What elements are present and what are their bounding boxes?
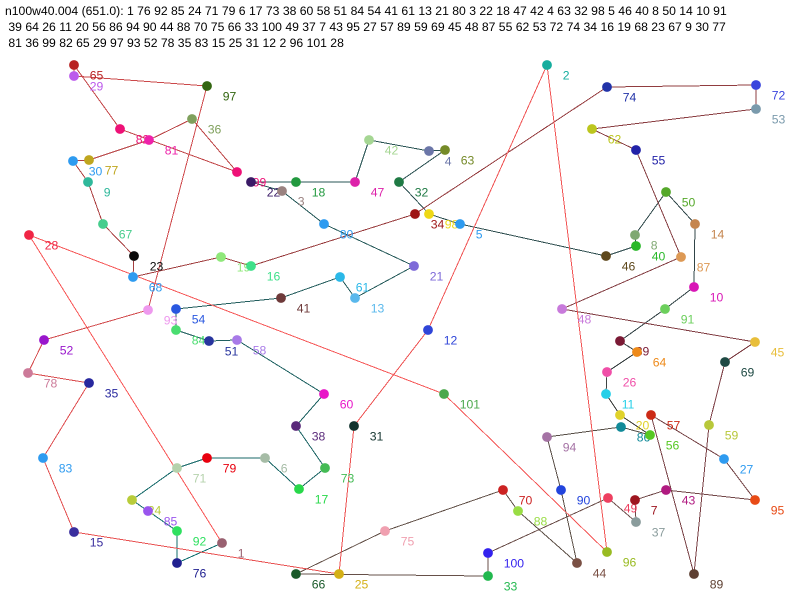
- svg-text:87: 87: [697, 261, 711, 275]
- svg-text:41: 41: [297, 302, 311, 316]
- svg-text:2: 2: [563, 69, 570, 83]
- svg-text:101: 101: [460, 398, 481, 412]
- svg-text:39 64 26 11 20 56 86 94 90 44: 39 64 26 11 20 56 86 94 90 44 88 70 75 6…: [5, 20, 726, 34]
- svg-text:16: 16: [267, 270, 281, 284]
- svg-text:64: 64: [653, 356, 667, 370]
- svg-text:9: 9: [104, 186, 111, 200]
- svg-text:71: 71: [193, 472, 207, 486]
- svg-text:12: 12: [444, 334, 458, 348]
- svg-text:85: 85: [164, 515, 178, 529]
- svg-text:93: 93: [164, 314, 178, 328]
- svg-text:73: 73: [341, 472, 355, 486]
- svg-text:91: 91: [681, 313, 695, 327]
- svg-text:100: 100: [504, 557, 525, 571]
- svg-text:35: 35: [105, 387, 119, 401]
- svg-text:32: 32: [415, 186, 429, 200]
- svg-text:n100w40.004 (651.0): 1 76 92 8: n100w40.004 (651.0): 1 76 92 85 24 71 79…: [5, 4, 727, 18]
- svg-text:7: 7: [651, 504, 658, 518]
- svg-text:62: 62: [608, 133, 622, 147]
- svg-text:36: 36: [208, 123, 222, 137]
- svg-text:59: 59: [725, 429, 739, 443]
- svg-text:97: 97: [223, 90, 237, 104]
- svg-text:4: 4: [445, 155, 452, 169]
- svg-text:99: 99: [253, 176, 267, 190]
- svg-text:81: 81: [165, 144, 179, 158]
- svg-text:6: 6: [281, 462, 288, 476]
- svg-text:37: 37: [652, 526, 666, 540]
- svg-text:96: 96: [623, 556, 637, 570]
- svg-text:51: 51: [225, 345, 239, 359]
- svg-text:10: 10: [710, 291, 724, 305]
- svg-text:48: 48: [578, 313, 592, 327]
- svg-text:31: 31: [370, 430, 384, 444]
- svg-text:14: 14: [711, 228, 725, 242]
- svg-text:27: 27: [740, 463, 754, 477]
- svg-text:98: 98: [445, 218, 459, 232]
- svg-text:83: 83: [59, 462, 73, 476]
- svg-text:57: 57: [667, 419, 681, 433]
- svg-text:77: 77: [105, 164, 119, 178]
- svg-text:1: 1: [238, 547, 245, 561]
- svg-text:52: 52: [60, 344, 74, 358]
- svg-text:38: 38: [312, 430, 326, 444]
- svg-text:78: 78: [44, 377, 58, 391]
- svg-text:15: 15: [90, 536, 104, 550]
- svg-text:33: 33: [504, 580, 518, 594]
- svg-text:58: 58: [253, 344, 267, 358]
- svg-text:34: 34: [431, 218, 445, 232]
- svg-text:65: 65: [90, 69, 104, 83]
- svg-text:18: 18: [312, 186, 326, 200]
- svg-text:53: 53: [772, 113, 786, 127]
- svg-text:63: 63: [461, 154, 475, 168]
- svg-text:22: 22: [267, 186, 281, 200]
- svg-text:42: 42: [385, 144, 399, 158]
- svg-text:56: 56: [666, 439, 680, 453]
- svg-text:47: 47: [371, 186, 385, 200]
- svg-text:90: 90: [577, 494, 591, 508]
- svg-text:66: 66: [312, 578, 326, 592]
- svg-text:29: 29: [90, 80, 104, 94]
- svg-text:94: 94: [563, 441, 577, 455]
- svg-text:25: 25: [355, 578, 369, 592]
- svg-text:69: 69: [741, 366, 755, 380]
- svg-text:81 36 99 82 65 29 97 93 52 78: 81 36 99 82 65 29 97 93 52 78 35 83 15 2…: [5, 36, 344, 50]
- svg-text:75: 75: [401, 535, 415, 549]
- svg-text:26: 26: [623, 376, 637, 390]
- svg-text:40: 40: [652, 250, 666, 264]
- svg-text:80: 80: [340, 228, 354, 242]
- svg-text:54: 54: [192, 313, 206, 327]
- svg-text:79: 79: [223, 462, 237, 476]
- svg-text:3: 3: [298, 195, 305, 209]
- svg-text:61: 61: [356, 281, 370, 295]
- svg-text:5: 5: [476, 228, 483, 242]
- svg-text:46: 46: [622, 260, 636, 274]
- svg-text:28: 28: [45, 239, 59, 253]
- svg-text:95: 95: [771, 504, 785, 518]
- svg-text:84: 84: [192, 334, 206, 348]
- svg-text:50: 50: [682, 196, 696, 210]
- svg-text:44: 44: [593, 567, 607, 581]
- svg-text:20: 20: [636, 419, 650, 433]
- svg-text:49: 49: [624, 502, 638, 516]
- svg-text:45: 45: [771, 346, 785, 360]
- svg-text:60: 60: [340, 398, 354, 412]
- svg-text:43: 43: [682, 494, 696, 508]
- svg-text:11: 11: [622, 398, 635, 412]
- svg-text:68: 68: [149, 281, 163, 295]
- svg-text:88: 88: [534, 515, 548, 529]
- svg-text:76: 76: [193, 567, 207, 581]
- svg-text:21: 21: [430, 270, 444, 284]
- svg-text:55: 55: [652, 154, 666, 168]
- svg-text:74: 74: [623, 91, 637, 105]
- svg-text:92: 92: [193, 535, 207, 549]
- svg-text:70: 70: [519, 494, 533, 508]
- svg-text:72: 72: [772, 89, 786, 103]
- svg-text:13: 13: [371, 302, 385, 316]
- svg-text:67: 67: [119, 228, 133, 242]
- svg-text:23: 23: [150, 260, 164, 274]
- svg-text:89: 89: [710, 578, 724, 592]
- svg-text:17: 17: [315, 493, 329, 507]
- svg-text:30: 30: [89, 165, 103, 179]
- svg-text:8: 8: [651, 239, 658, 253]
